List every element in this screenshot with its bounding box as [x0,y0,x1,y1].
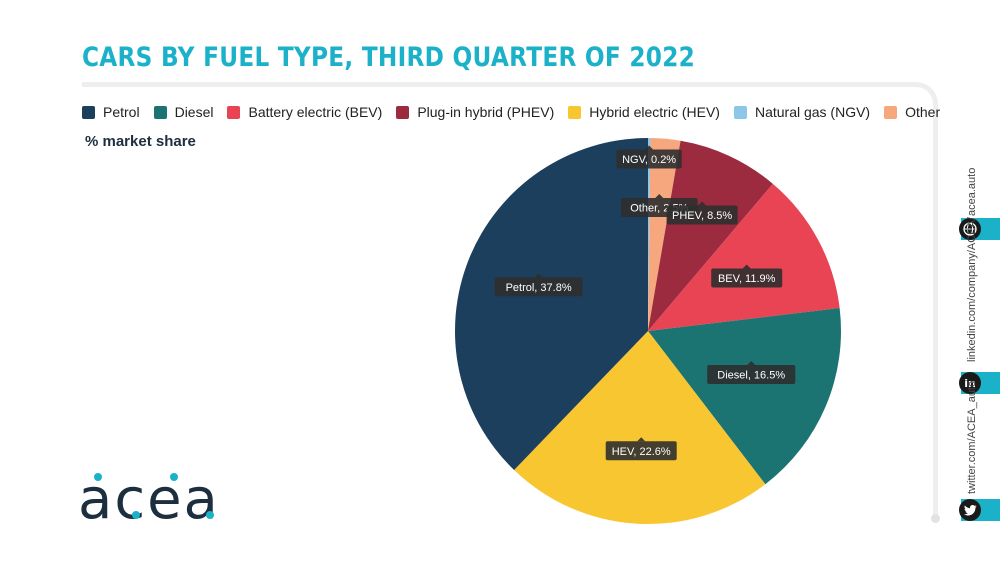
legend-label: Hybrid electric (HEV) [589,104,720,120]
legend-item-diesel[interactable]: Diesel [153,104,214,120]
linkedin-link[interactable]: linkedin.com/company/ACEA/ [966,217,978,362]
legend-item-hev[interactable]: Hybrid electric (HEV) [568,104,720,120]
twitter-icon[interactable] [959,499,981,521]
slice-label-plug-in-hybrid-phev: PHEV, 8.5% [666,201,738,225]
svg-text:Diesel, 16.5%: Diesel, 16.5% [717,370,785,382]
pie-slice-other[interactable] [648,138,681,331]
acea-logo: acea [78,468,218,528]
legend-swatch [82,105,95,119]
legend-item-phev[interactable]: Plug-in hybrid (PHEV) [396,104,554,120]
legend-swatch [227,105,241,119]
legend-swatch [396,105,410,119]
page-title: CARS BY FUEL TYPE, THIRD QUARTER OF 2022 [82,42,696,73]
legend-label: Other [905,104,941,120]
logo-dot [170,473,178,481]
pie-slice-hybrid-electric-hev[interactable] [514,331,766,525]
logo-dot [132,511,140,519]
slice-label-natural-gas-ngv: NGV, 0.2% [616,145,682,169]
legend-swatch [568,105,582,119]
linkedin-icon[interactable]: in [959,372,981,394]
legend-swatch [153,105,167,119]
legend-label: Petrol [103,104,140,120]
slice-label-hybrid-electric-hev: HEV, 22.6% [605,437,677,461]
pie-slice-natural-gas-ngv[interactable] [648,138,651,331]
pie-slice-petrol[interactable] [454,137,648,471]
logo-dot [94,473,102,481]
legend-item-petrol[interactable]: Petrol [82,104,140,120]
slice-label-battery-electric-bev: BEV, 11.9% [711,264,783,288]
svg-text:BEV, 11.9%: BEV, 11.9% [718,273,776,285]
legend-label: Plug-in hybrid (PHEV) [417,104,555,120]
svg-text:PHEV, 8.5%: PHEV, 8.5% [672,210,732,222]
twitter-link[interactable]: twitter.com/ACEA_auto [966,380,978,494]
slice-label-petrol: Petrol, 37.8% [494,273,583,297]
website-link[interactable]: acea.auto [966,167,978,216]
pie-slice-battery-electric-bev[interactable] [648,183,840,331]
legend-swatch [884,105,898,119]
legend-label: Battery electric (BEV) [248,104,383,120]
legend-label: Natural gas (NGV) [754,104,871,120]
legend-item-bev[interactable]: Battery electric (BEV) [227,104,382,120]
slice-label-diesel: Diesel, 16.5% [707,361,796,384]
legend-item-ngv[interactable]: Natural gas (NGV) [733,104,871,120]
chart-subtitle: % market share [85,133,196,150]
pie-slice-plug-in-hybrid-phev[interactable] [648,140,773,331]
chart-legend: Petrol Diesel Battery electric (BEV) Plu… [82,104,954,120]
legend-label: Diesel [174,104,214,120]
legend-swatch [733,105,747,119]
legend-item-other[interactable]: Other [884,104,940,120]
svg-text:HEV, 22.6%: HEV, 22.6% [612,446,671,458]
pie-slice-diesel[interactable] [648,308,842,485]
chart-frame [82,82,938,520]
globe-icon[interactable] [959,218,981,240]
svg-text:NGV, 0.2%: NGV, 0.2% [622,154,676,166]
svg-text:Petrol, 37.8%: Petrol, 37.8% [506,282,572,294]
logo-dot [206,511,214,519]
frame-corner-dot [931,514,940,523]
